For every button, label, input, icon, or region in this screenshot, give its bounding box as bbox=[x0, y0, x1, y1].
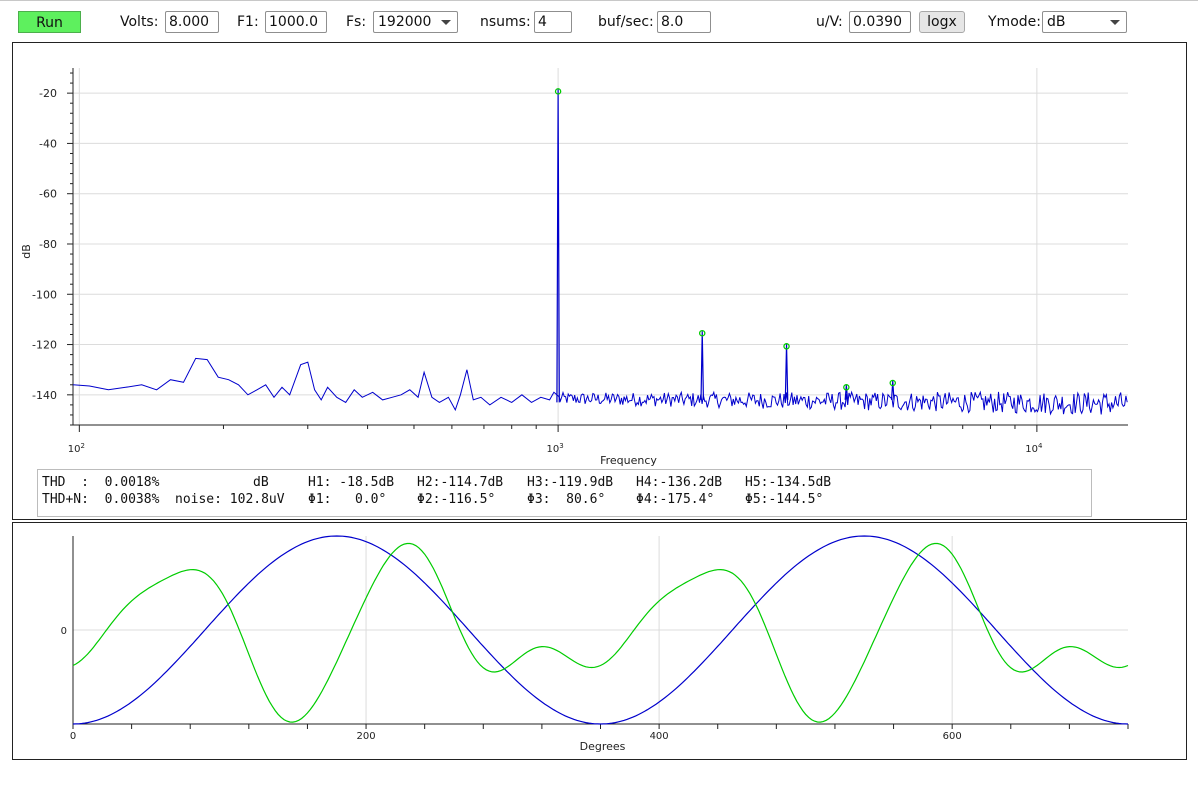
harmonic-peak bbox=[700, 331, 705, 400]
thd-value: THD : 0.0018% bbox=[42, 475, 160, 490]
harmonic-marker bbox=[783, 343, 790, 350]
ymode-label: Ymode: bbox=[988, 14, 1041, 30]
nsums-input[interactable] bbox=[534, 11, 572, 33]
fs-label: Fs: bbox=[346, 14, 367, 30]
bufsec-input[interactable] bbox=[657, 11, 711, 33]
ymode-select[interactable]: dB bbox=[1042, 11, 1127, 33]
waveform-panel: 0 200 400 600 0 Degrees bbox=[12, 522, 1187, 760]
thdn-value: THD+N: 0.0038% bbox=[42, 492, 160, 507]
f1-label: F1: bbox=[237, 14, 259, 30]
phase2-value: Φ2:-116.5° bbox=[417, 492, 496, 507]
chevron-down-icon bbox=[1110, 20, 1120, 25]
volts-input[interactable] bbox=[165, 11, 219, 33]
phase5-value: Φ5:-144.5° bbox=[745, 492, 824, 507]
phase4-value: Φ4:-175.4° bbox=[636, 492, 715, 507]
phase1-value: Φ1: 0.0° bbox=[308, 492, 387, 507]
window-top-border bbox=[0, 0, 1198, 1]
ymode-select-value: dB bbox=[1047, 14, 1066, 30]
residual-trace bbox=[72, 542, 1129, 723]
fs-select-value: 192000 bbox=[378, 14, 432, 30]
bufsec-label: buf/sec: bbox=[598, 14, 654, 30]
x-tick-exponent: 4 bbox=[1038, 442, 1043, 450]
h2-value: H2:-114.7dB bbox=[417, 475, 504, 490]
y-tick-label: -60 bbox=[39, 188, 57, 201]
h5-value: H5:-134.5dB bbox=[745, 475, 832, 490]
run-button[interactable]: Run bbox=[18, 11, 81, 33]
x-tick-label: 104 bbox=[1025, 442, 1043, 455]
x-tick-exponent: 2 bbox=[80, 442, 84, 450]
noise-value: noise: 102.8uV bbox=[175, 492, 285, 507]
logx-button[interactable]: logx bbox=[919, 11, 965, 33]
spectrum-plot[interactable]: -20 -40 -60 -80 -100 -120 -140 102 103 104 Frequen… bbox=[13, 43, 1186, 519]
x-axis-label: Degrees bbox=[580, 740, 626, 753]
x-tick-label: 102 bbox=[68, 442, 85, 455]
x-tick-label: 600 bbox=[943, 731, 962, 742]
x-tick-label: 200 bbox=[357, 731, 376, 742]
fundamental-trace bbox=[72, 535, 1129, 725]
uv-input[interactable] bbox=[849, 11, 911, 33]
h3-value: H3:-119.9dB bbox=[527, 475, 614, 490]
stats-box: THD : 0.0018% dB H1: -18.5dB H2:-114.7dB… bbox=[37, 469, 1092, 517]
fs-select[interactable]: 192000 bbox=[373, 11, 458, 33]
h1-value: H1: -18.5dB bbox=[308, 475, 395, 490]
x-tick-exponent: 3 bbox=[559, 442, 563, 450]
y-tick-label: -120 bbox=[32, 339, 57, 352]
x-tick-label: 103 bbox=[547, 442, 564, 455]
units-label: dB bbox=[253, 475, 269, 490]
phase3-value: Φ3: 80.6° bbox=[527, 492, 606, 507]
uv-label: u/V: bbox=[816, 14, 843, 30]
nsums-label: nsums: bbox=[480, 14, 531, 30]
y-axis-label: dB bbox=[20, 244, 33, 259]
harmonic-peak bbox=[784, 344, 789, 400]
y-tick-label: -80 bbox=[39, 238, 57, 251]
toolbar: Run Volts: F1: Fs: 192000 nsums: buf/sec… bbox=[0, 10, 1198, 38]
y-tick-label: -140 bbox=[32, 389, 57, 402]
x-tick-label: 400 bbox=[650, 731, 669, 742]
spectrum-trace bbox=[72, 357, 1128, 416]
y-tick-label: 0 bbox=[61, 626, 67, 637]
harmonic-marker bbox=[843, 384, 850, 391]
y-tick-label: -100 bbox=[32, 288, 57, 301]
harmonic-marker bbox=[698, 329, 706, 337]
f1-input[interactable] bbox=[265, 11, 327, 33]
h4-value: H4:-136.2dB bbox=[636, 475, 723, 490]
x-tick-label: 0 bbox=[70, 731, 76, 742]
harmonic-marker bbox=[889, 379, 897, 387]
spectrum-panel: -20 -40 -60 -80 -100 -120 -140 102 103 104 Frequen… bbox=[12, 42, 1187, 520]
chevron-down-icon bbox=[441, 20, 451, 25]
harmonic-marker bbox=[554, 88, 562, 95]
y-tick-label: -40 bbox=[39, 137, 57, 150]
y-tick-label: -20 bbox=[39, 87, 57, 100]
waveform-plot[interactable]: 0 200 400 600 0 Degrees bbox=[13, 523, 1186, 759]
volts-label: Volts: bbox=[120, 14, 159, 30]
x-axis-label: Frequency bbox=[600, 454, 657, 467]
harmonic-peak bbox=[890, 380, 895, 400]
